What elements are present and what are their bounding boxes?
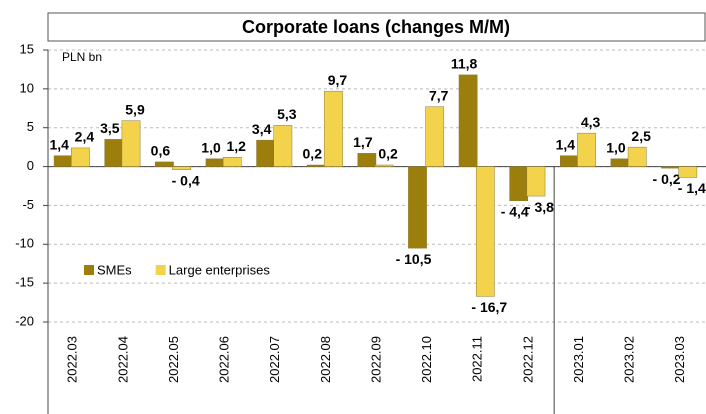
value-label: 0,6 <box>151 143 171 159</box>
x-tick-label: 2022.12 <box>520 336 535 383</box>
bar <box>425 106 445 167</box>
value-label: 1,2 <box>227 138 247 154</box>
y-tick-label: 15 <box>20 41 34 56</box>
y-tick-label: 0 <box>27 158 34 173</box>
value-label: - 3,8 <box>526 199 554 215</box>
x-tick-label: 2022.03 <box>65 336 80 383</box>
bar <box>475 166 495 297</box>
value-label: 3,5 <box>100 120 120 136</box>
bar <box>509 166 529 202</box>
bar <box>577 132 596 167</box>
x-tick-label: 2023.02 <box>622 336 637 383</box>
bar <box>71 147 90 167</box>
bar <box>627 146 647 167</box>
bar <box>256 139 276 167</box>
y-tick-label: -10 <box>15 236 34 251</box>
value-label: - 0,2 <box>653 171 681 187</box>
value-label: 7,7 <box>429 87 449 103</box>
bar <box>205 158 225 167</box>
bar <box>306 164 326 167</box>
bar <box>559 155 579 167</box>
bar <box>661 166 680 169</box>
bar <box>678 166 698 178</box>
value-label: 4,3 <box>581 114 601 130</box>
value-label: 1,7 <box>353 134 373 150</box>
value-label: 1,4 <box>556 136 576 152</box>
value-label: - 1,4 <box>678 180 706 196</box>
bar <box>374 164 394 167</box>
value-label: - 0,4 <box>172 172 200 188</box>
value-label: 1,0 <box>606 140 626 156</box>
x-tick-label: 2023.03 <box>672 336 687 383</box>
bar <box>222 156 242 167</box>
x-tick-label: 2022.10 <box>419 336 434 383</box>
x-tick-label: 2022.09 <box>368 336 383 383</box>
value-label: - 16,7 <box>471 299 507 315</box>
bar <box>155 161 174 167</box>
y-tick-label: 5 <box>27 119 34 134</box>
legend-label: Large enterprises <box>169 262 271 277</box>
chart-title: Corporate loans (changes M/M) <box>242 17 510 37</box>
bar <box>357 153 377 167</box>
bar <box>610 158 630 167</box>
unit-label: PLN bn <box>62 50 102 64</box>
x-tick-label: 2022.08 <box>318 336 333 383</box>
x-tick-label: 2022.07 <box>267 336 282 383</box>
x-tick-label: 2022.11 <box>470 336 485 382</box>
value-label: 2,5 <box>631 128 651 144</box>
value-label: 2,4 <box>75 129 95 145</box>
bar <box>104 139 124 167</box>
value-label: 0,2 <box>303 146 323 162</box>
x-tick-label: 2023.01 <box>571 336 586 383</box>
bar <box>526 166 546 197</box>
bar <box>324 90 343 167</box>
bar <box>273 125 293 167</box>
value-label: 1,0 <box>201 140 221 156</box>
y-tick-label: -15 <box>15 275 34 290</box>
value-label: 9,7 <box>328 72 348 88</box>
x-tick-label: 2022.05 <box>166 336 181 383</box>
legend-swatch <box>84 265 94 275</box>
value-label: 3,4 <box>252 121 272 137</box>
title-box <box>47 12 706 42</box>
x-tick-label: 2022.06 <box>217 336 232 383</box>
x-tick-label: 2022.04 <box>115 336 130 383</box>
bar <box>53 155 73 167</box>
bar <box>121 120 141 167</box>
legend-label: SMEs <box>97 262 132 277</box>
value-label: 1,4 <box>49 136 69 152</box>
bar <box>172 166 191 170</box>
bar <box>458 74 478 167</box>
value-label: 5,3 <box>277 106 297 122</box>
y-tick-label: -20 <box>15 313 34 328</box>
bar <box>408 166 427 249</box>
value-label: - 10,5 <box>396 251 432 267</box>
value-label: 11,8 <box>451 56 478 72</box>
legend-swatch <box>155 265 166 275</box>
value-label: - 4,4 <box>501 203 529 219</box>
y-tick-label: -5 <box>22 197 34 212</box>
value-label: 0,2 <box>378 146 398 162</box>
value-label: 5,9 <box>125 101 145 117</box>
y-tick-label: 10 <box>20 80 34 95</box>
